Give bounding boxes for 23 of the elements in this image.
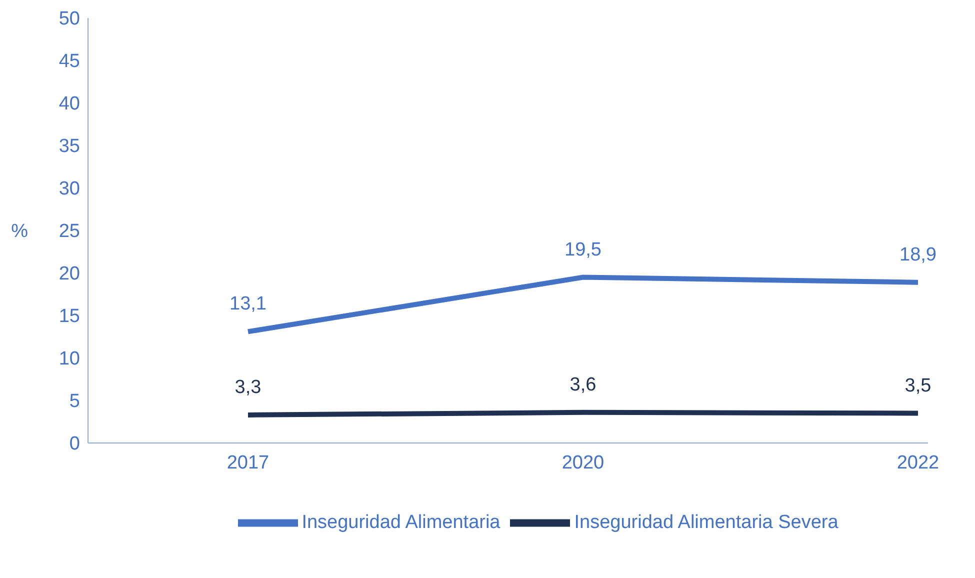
legend-label: Inseguridad Alimentaria [302,512,500,534]
y-tick-label: 15 [58,306,80,328]
y-tick-label: 30 [58,178,80,200]
x-tick-label: 2022 [896,452,940,474]
y-tick-label: 25 [58,221,80,242]
data-label: 3,5 [904,375,932,396]
legend-label: Inseguridad Alimentaria Severa [574,512,838,534]
y-tick-label: 5 [69,391,80,412]
y-tick-label: 0 [69,434,80,455]
data-label: 18,9 [900,244,936,266]
y-axis-title: % [11,221,28,242]
x-tick-label: 2017 [226,452,270,474]
data-label: 3,6 [570,374,596,396]
data-label: 3,3 [234,376,262,398]
x-tick-label: 2020 [562,452,604,474]
y-tick-label: 35 [58,136,80,158]
y-tick-label: 40 [58,94,80,115]
y-tick-label: 45 [58,51,80,72]
data-label: 13,1 [230,294,266,315]
y-tick-label: 10 [58,348,80,370]
y-tick-label: 50 [58,8,80,30]
y-tick-label: 20 [58,264,80,285]
data-label: 19,5 [564,239,602,260]
